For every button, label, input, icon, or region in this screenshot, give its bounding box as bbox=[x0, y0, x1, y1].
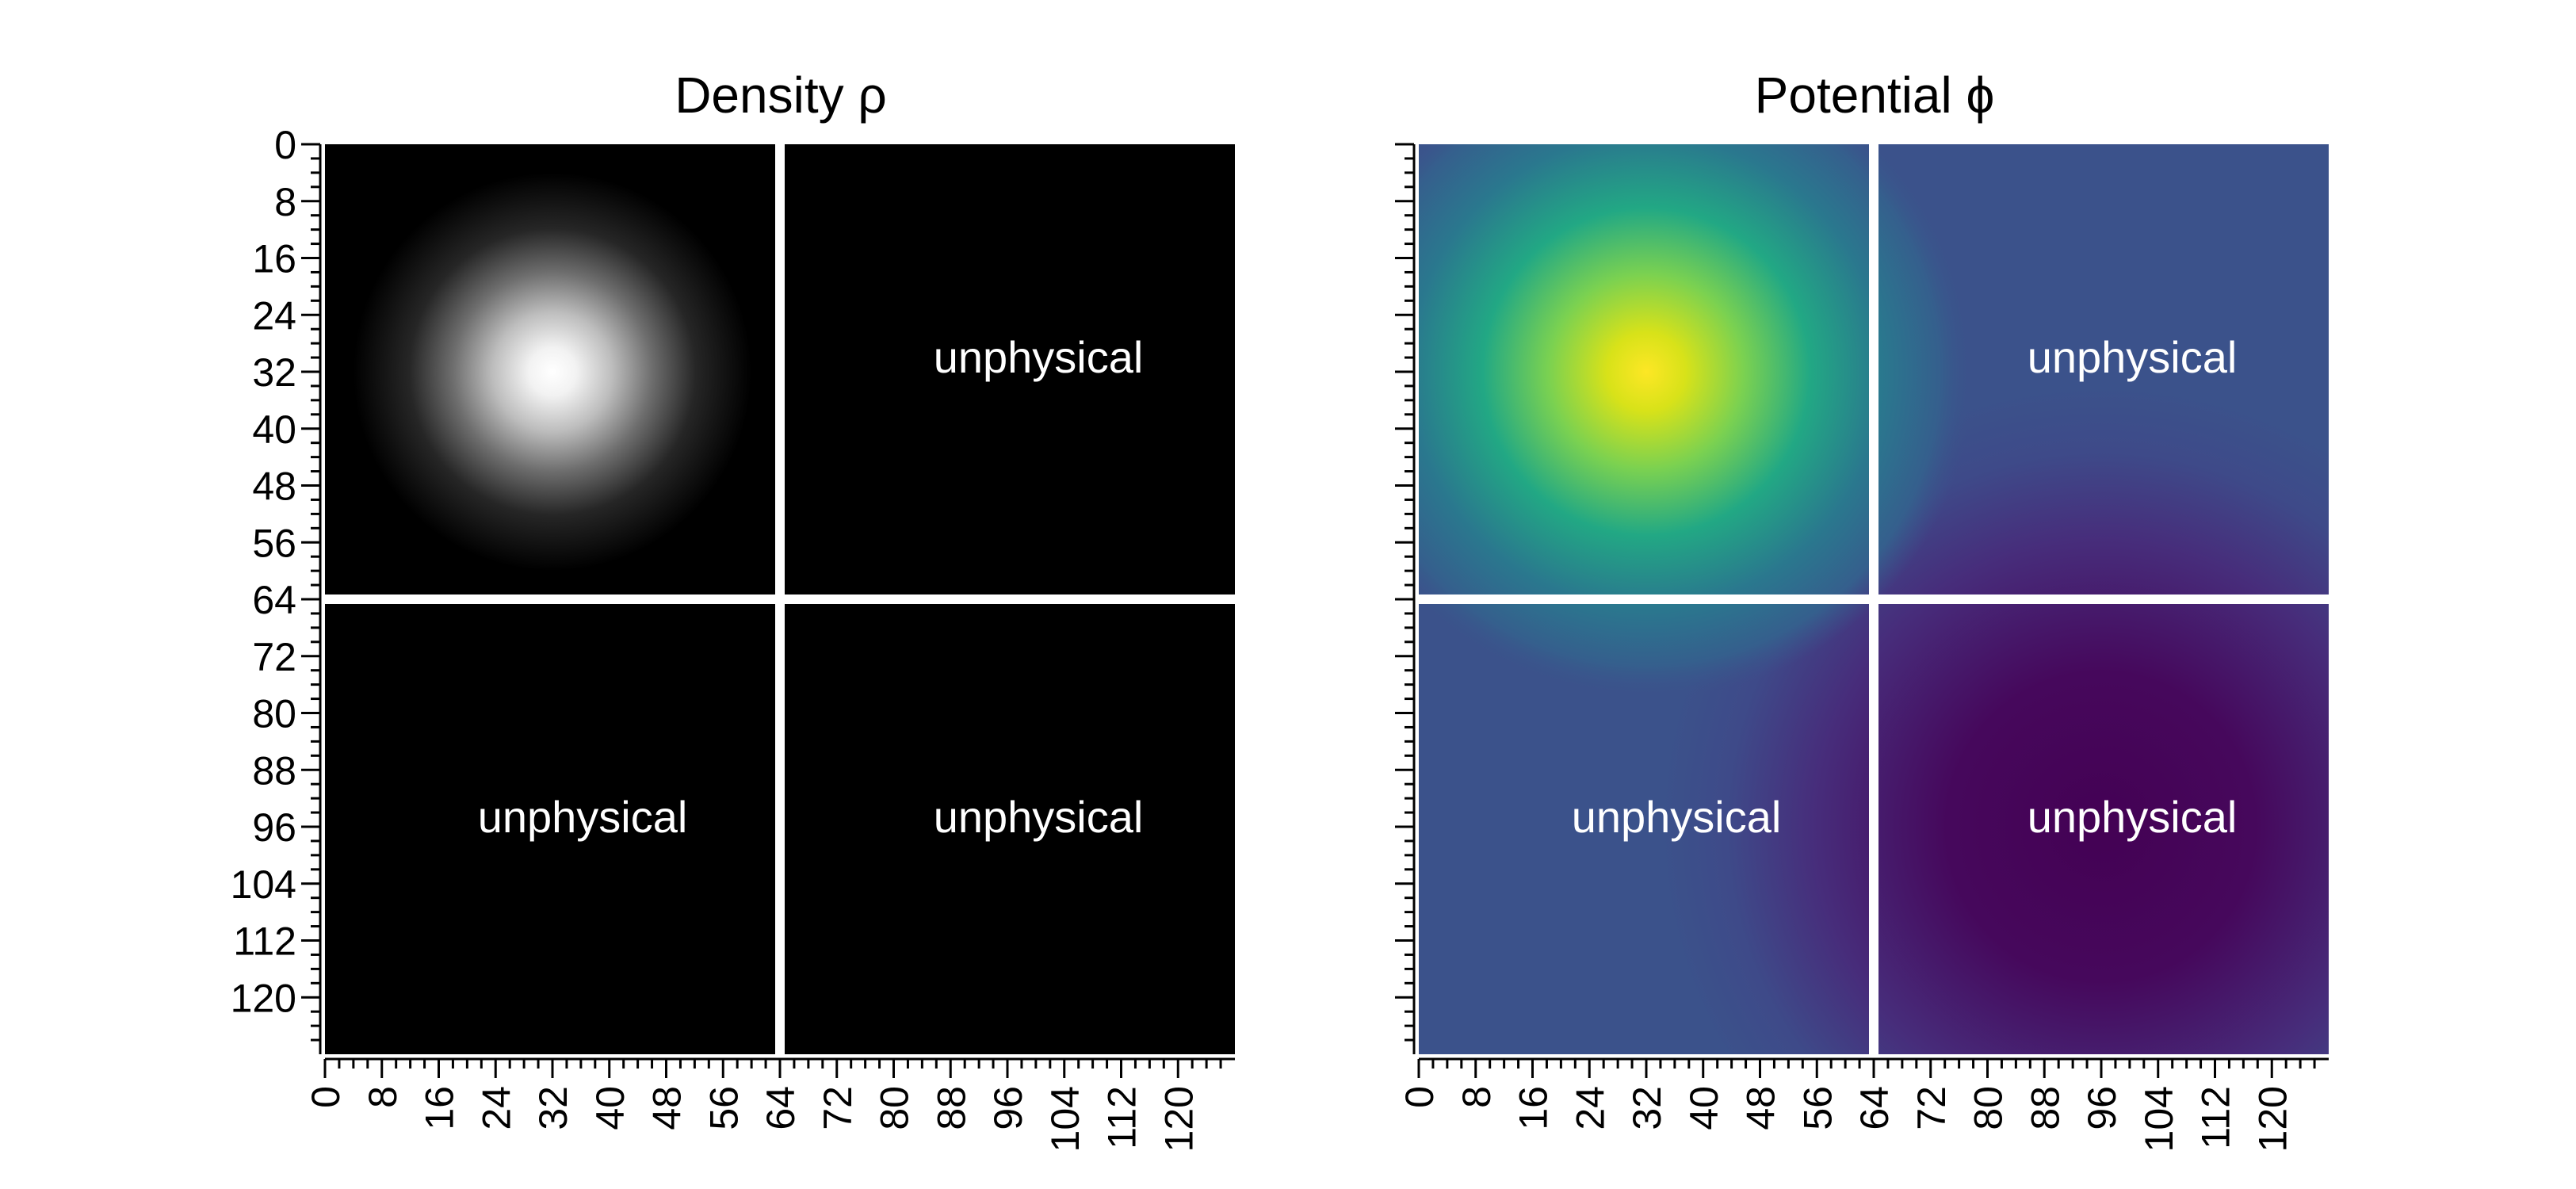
potential-x-tick-label: 96 bbox=[2080, 1086, 2124, 1130]
potential-title: Potential ϕ bbox=[1755, 67, 1995, 124]
density-quadrant-labels: unphysical unphysical unphysical bbox=[478, 332, 1144, 842]
density-y-tick-label: 96 bbox=[252, 805, 296, 850]
potential-x-tick-label: 24 bbox=[1568, 1086, 1612, 1130]
potential-x-tick-label: 0 bbox=[1397, 1086, 1442, 1108]
density-label-bottom-left: unphysical bbox=[478, 792, 688, 842]
density-y-tick-label: 64 bbox=[252, 578, 296, 622]
density-y-tick-label: 8 bbox=[274, 180, 296, 224]
potential-axes: 0 8 16 24 32 40 48 56 64 72 80 88 96 104 112 120 bbox=[1395, 143, 2329, 1152]
potential-panel: Potential ϕ unphysical unphysical unphys… bbox=[1395, 67, 2329, 1152]
density-x-tick-label: 24 bbox=[474, 1086, 518, 1130]
density-panel: Density ρ unphysical unphysical unphysic… bbox=[231, 67, 1235, 1152]
potential-x-tick-label: 48 bbox=[1739, 1086, 1783, 1130]
density-x-tick-label: 40 bbox=[588, 1086, 633, 1130]
density-x-tick-label: 112 bbox=[1100, 1086, 1145, 1149]
potential-x-tick-label: 80 bbox=[1966, 1086, 2011, 1130]
potential-label-top-right: unphysical bbox=[2028, 332, 2238, 382]
potential-quadrant-labels: unphysical unphysical unphysical bbox=[1572, 332, 2238, 842]
density-quadrant-dividers bbox=[325, 144, 1235, 1054]
potential-x-tick-label: 88 bbox=[2023, 1086, 2067, 1130]
density-y-tick-label: 48 bbox=[252, 465, 296, 509]
potential-x-tick-label: 112 bbox=[2194, 1086, 2238, 1149]
density-x-tick-label: 104 bbox=[1043, 1086, 1087, 1152]
density-y-tick-label: 112 bbox=[233, 919, 296, 964]
density-x-tick-label: 48 bbox=[645, 1086, 690, 1130]
density-y-tick-label: 0 bbox=[274, 123, 296, 167]
potential-x-tick-label: 104 bbox=[2137, 1086, 2181, 1152]
density-x-tick-label: 88 bbox=[929, 1086, 973, 1130]
density-y-tick-label: 40 bbox=[252, 407, 296, 452]
potential-x-tick-label: 64 bbox=[1852, 1086, 1897, 1130]
density-label-bottom-right: unphysical bbox=[934, 792, 1144, 842]
density-x-tick-label: 72 bbox=[816, 1086, 860, 1130]
potential-x-tick-label: 8 bbox=[1454, 1086, 1499, 1108]
density-x-tick-label: 8 bbox=[361, 1086, 405, 1108]
potential-x-tick-label: 56 bbox=[1795, 1086, 1840, 1130]
density-x-tick-label: 16 bbox=[418, 1086, 462, 1130]
density-y-tick-label: 80 bbox=[252, 692, 296, 736]
density-y-tick-label: 32 bbox=[252, 350, 296, 395]
density-title: Density ρ bbox=[675, 67, 887, 124]
density-x-tick-label: 80 bbox=[873, 1086, 917, 1130]
potential-quadrant-dividers bbox=[1419, 144, 2329, 1054]
density-x-tick-label: 96 bbox=[986, 1086, 1030, 1130]
density-axes: 0 8 16 24 32 40 48 56 64 72 80 88 96 104 112 1200816243… bbox=[231, 123, 1235, 1152]
potential-x-tick-label: 120 bbox=[2250, 1086, 2295, 1152]
potential-x-tick-label: 72 bbox=[1909, 1086, 1954, 1130]
density-x-tick-label: 32 bbox=[531, 1086, 575, 1130]
density-x-tick-label: 64 bbox=[759, 1086, 803, 1130]
density-y-tick-label: 56 bbox=[252, 521, 296, 565]
density-y-tick-label: 24 bbox=[252, 293, 296, 338]
potential-x-tick-label: 40 bbox=[1682, 1086, 1726, 1130]
density-blob bbox=[325, 144, 780, 599]
density-y-tick-label: 16 bbox=[252, 237, 296, 281]
density-y-tick-label: 72 bbox=[252, 635, 296, 679]
potential-x-tick-label: 32 bbox=[1625, 1086, 1669, 1130]
density-x-tick-label: 56 bbox=[701, 1086, 746, 1130]
density-x-tick-label: 0 bbox=[304, 1086, 348, 1108]
density-x-tick-label: 120 bbox=[1156, 1086, 1201, 1152]
potential-x-tick-label: 16 bbox=[1512, 1086, 1556, 1130]
potential-label-bottom-right: unphysical bbox=[2028, 792, 2238, 842]
potential-label-bottom-left: unphysical bbox=[1572, 792, 1782, 842]
density-y-tick-label: 120 bbox=[231, 976, 296, 1020]
density-y-tick-label: 88 bbox=[252, 748, 296, 793]
density-y-tick-label: 104 bbox=[231, 862, 296, 907]
density-label-top-right: unphysical bbox=[934, 332, 1144, 382]
